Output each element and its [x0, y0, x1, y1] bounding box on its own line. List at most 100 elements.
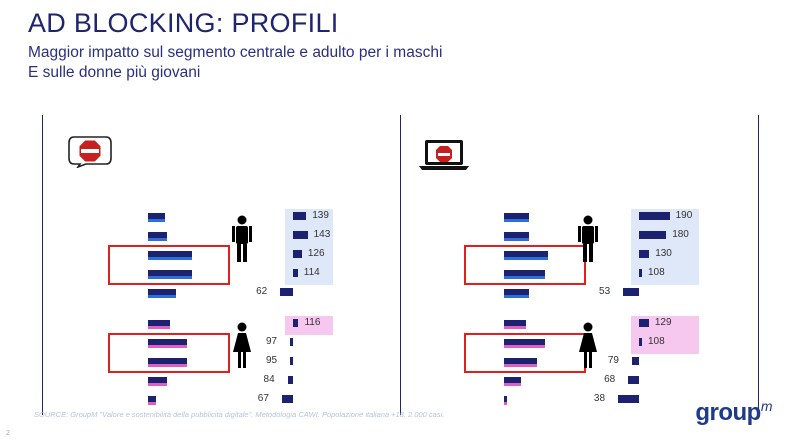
female-pct-bar-accent — [504, 345, 546, 348]
female-idx-bar — [293, 319, 299, 327]
male-idx-bar — [293, 269, 298, 277]
male-pct-bar-accent — [504, 257, 548, 260]
male-pct-bar-accent — [504, 238, 529, 241]
male-pct-bar-accent — [148, 257, 192, 260]
male-idx-label: 143 — [313, 229, 331, 240]
male-idx-bar — [639, 231, 667, 239]
male-pct-bar — [148, 232, 168, 241]
male-pct-bar — [148, 289, 176, 298]
female-idx-label: 79 — [607, 355, 619, 366]
groupm-logo: groupm — [695, 398, 772, 426]
male-idx-label: 180 — [672, 229, 689, 240]
female-idx-label: 97 — [266, 336, 278, 347]
female-pct-bar — [148, 339, 187, 348]
female-idx-label: 84 — [263, 374, 275, 385]
female-pct-bar — [148, 358, 187, 367]
female-highlight-box — [464, 333, 586, 373]
male-idx-label: 62 — [256, 286, 268, 297]
female-pct-bar-accent — [504, 326, 526, 329]
female-idx-label: 116 — [304, 317, 321, 328]
female-pct-bar-accent — [504, 402, 507, 405]
awareness-panel: 139 143 126 114 62 116 97 95 84 67 — [58, 110, 398, 410]
female-pct-bar — [148, 396, 157, 405]
male-idx-label: 190 — [675, 210, 693, 221]
female-pct-bar — [504, 339, 546, 348]
female-figure-icon — [232, 322, 252, 375]
ad-block-stop-sign-icon — [66, 134, 112, 173]
page-title: AD BLOCKING: PROFILI — [28, 8, 339, 38]
male-highlight-box — [108, 245, 230, 285]
male-idx-bar — [293, 250, 302, 258]
male-pct-bar — [504, 251, 548, 260]
male-figure-icon — [578, 215, 598, 268]
male-idx-bar — [639, 250, 650, 258]
female-pct-bar-accent — [148, 326, 170, 329]
female-idx-bar — [617, 395, 639, 403]
male-pct-bar — [504, 213, 529, 222]
page-subtitle-2: E sulle donne più giovani — [28, 64, 201, 81]
male-pct-bar — [504, 270, 546, 279]
laptop-ad-block-icon — [418, 138, 470, 177]
female-idx-bar — [290, 338, 293, 346]
male-idx-label: 114 — [303, 267, 320, 278]
female-idx-label: 129 — [654, 317, 672, 328]
female-pct-bar — [148, 377, 168, 386]
male-pct-bar-accent — [148, 238, 168, 241]
installed-panel: 190 180 130 108 53 129 108 79 68 38 — [414, 110, 754, 410]
male-pct-bar — [504, 232, 529, 241]
female-pct-bar-accent — [504, 383, 521, 386]
male-idx-bar — [293, 231, 308, 239]
male-pct-bar-accent — [148, 295, 176, 298]
female-pct-bar-accent — [148, 345, 187, 348]
female-idx-label: 95 — [266, 355, 278, 366]
male-idx-label: 139 — [312, 210, 329, 221]
female-pct-bar-accent — [148, 364, 187, 367]
male-pct-bar-accent — [504, 295, 529, 298]
male-pct-bar — [148, 251, 192, 260]
female-highlight-box — [108, 333, 230, 373]
female-idx-bar — [631, 357, 639, 365]
female-idx-bar — [281, 395, 293, 403]
female-pct-bar — [504, 396, 507, 405]
male-pct-bar-accent — [504, 276, 546, 279]
female-idx-label: 38 — [593, 393, 606, 404]
right-divider-line — [758, 115, 759, 415]
female-pct-bar — [504, 358, 537, 367]
male-idx-label: 130 — [655, 248, 672, 259]
page-subtitle-1: Maggior impatto sul segmento centrale e … — [28, 44, 443, 61]
female-pct-bar-accent — [504, 364, 537, 367]
male-idx-highlight-band — [631, 209, 699, 285]
male-idx-bar — [280, 288, 293, 296]
male-idx-label: 53 — [599, 286, 611, 297]
female-idx-label: 67 — [257, 393, 269, 404]
female-idx-bar — [628, 376, 639, 384]
female-pct-bar-accent — [148, 402, 157, 405]
female-pct-bar — [504, 320, 526, 329]
left-divider-line — [42, 115, 43, 415]
male-pct-bar-accent — [148, 276, 192, 279]
male-pct-bar-accent — [504, 219, 529, 222]
page-number: 2 — [6, 430, 10, 437]
male-idx-bar — [293, 212, 307, 220]
male-idx-label: 126 — [307, 248, 325, 259]
female-pct-bar-accent — [148, 383, 168, 386]
female-idx-bar — [287, 376, 293, 384]
male-highlight-box — [464, 245, 586, 285]
male-figure-icon — [232, 215, 252, 268]
male-idx-bar — [639, 212, 670, 220]
female-idx-label: 108 — [648, 336, 665, 347]
male-idx-bar — [623, 288, 639, 296]
female-idx-bar — [290, 357, 293, 365]
male-pct-bar — [504, 289, 529, 298]
female-idx-label: 68 — [604, 374, 616, 385]
female-pct-bar — [148, 320, 170, 329]
source-note: SOURCE: GroupM "Valore e sostenibilità d… — [34, 410, 445, 419]
female-idx-bar — [639, 319, 649, 327]
male-pct-bar-accent — [148, 219, 165, 222]
female-pct-bar — [504, 377, 521, 386]
female-idx-bar — [639, 338, 642, 346]
center-divider-line — [400, 115, 401, 415]
male-idx-label: 108 — [648, 267, 665, 278]
male-idx-bar — [639, 269, 642, 277]
male-pct-bar — [148, 213, 165, 222]
